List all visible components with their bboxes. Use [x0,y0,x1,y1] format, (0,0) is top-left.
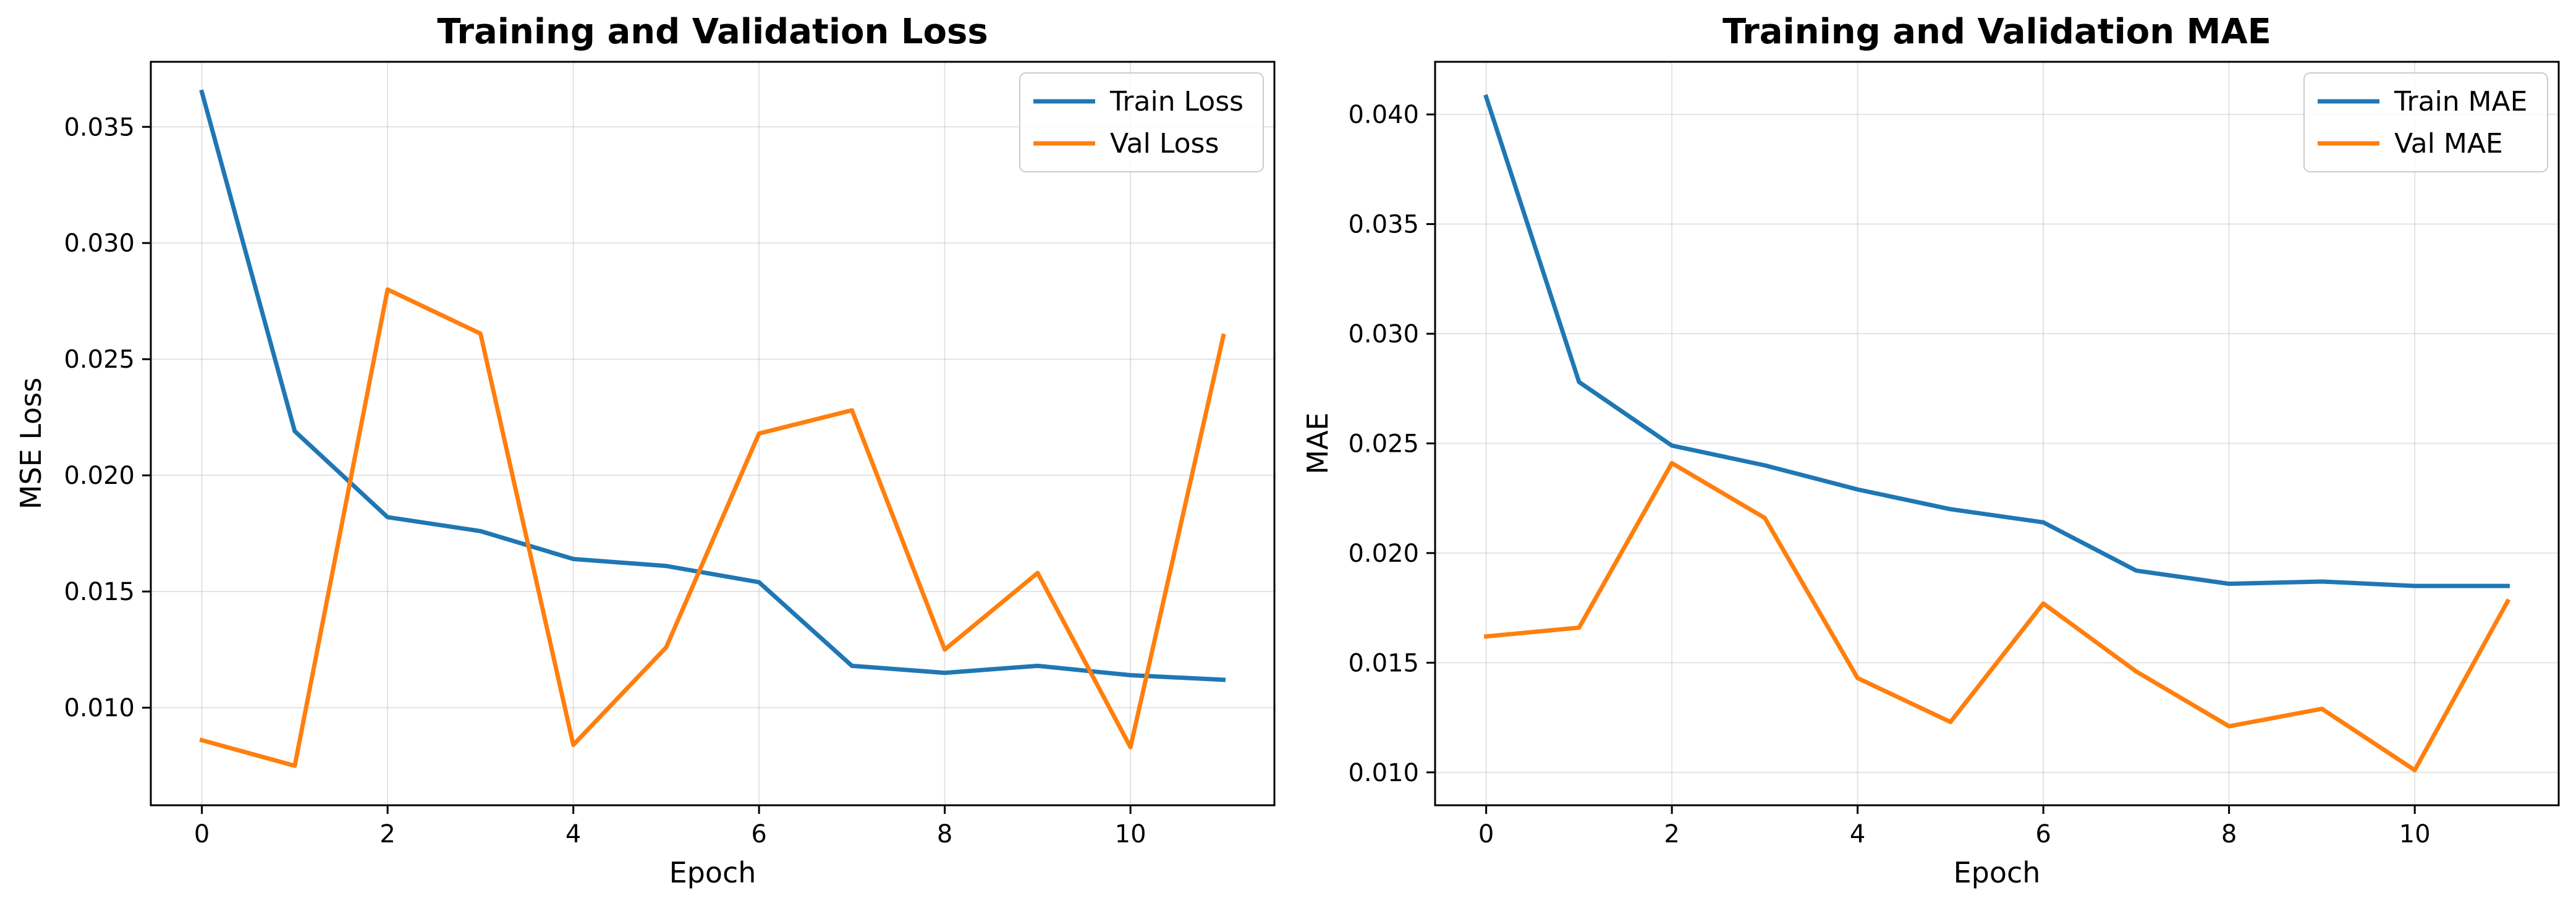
x-axis-label: Epoch [669,856,756,889]
legend-box [1019,72,1264,172]
x-tick-label: 2 [1664,820,1679,849]
x-tick-label: 0 [1478,820,1494,849]
plot-frame [150,61,1276,807]
x-tick-label: 0 [194,820,210,849]
legend-box [2303,72,2548,172]
y-tick-label: 0.015 [1348,649,1419,677]
y-tick-label: 0.020 [64,462,135,490]
legend-entry: Val MAE [2394,128,2503,159]
x-tick-label: 10 [2399,820,2431,849]
y-tick-label: 0.015 [64,578,135,606]
y-tick-label: 0.035 [64,113,135,142]
x-axis-label: Epoch [1954,856,2041,889]
y-axis-label: MSE Loss [14,378,48,509]
y-axis-label: MAE [1301,412,1334,474]
series-line-val-mae [1483,460,2511,773]
y-tick-label: 0.030 [64,229,135,258]
y-tick-label: 0.025 [64,345,135,374]
y-tick-label: 0.010 [1348,759,1419,787]
x-tick-label: 8 [2221,820,2237,849]
y-tick-label: 0.030 [1348,320,1419,349]
chart-panel-2: 0 2 4 6 8 10 0.010 0.015 0.020 0.025 0.030 0.035 0.0… [1301,12,2560,889]
chart-title: Training and Validation Loss [437,12,988,52]
plot-frame [1434,61,2560,807]
x-tick-label: 8 [937,820,952,849]
legend-entry: Train MAE [2394,86,2527,117]
y-tick-label: 0.035 [1348,211,1419,239]
legend: Train MAE Val MAE [2303,72,2548,172]
chart-title: Training and Validation MAE [1722,12,2271,52]
y-tick-label: 0.040 [1348,101,1419,129]
legend: Train Loss Val Loss [1019,72,1264,172]
legend-entry: Val Loss [1110,128,1219,159]
series-line-train-mae [1483,94,2510,588]
x-tick-label: 4 [1850,820,1865,849]
x-tick-label: 4 [566,820,581,849]
x-tick-label: 10 [1115,820,1146,849]
x-tick-label: 6 [2035,820,2051,849]
y-tick-label: 0.010 [64,694,135,722]
x-tick-label: 6 [751,820,766,849]
y-tick-label: 0.020 [1348,540,1419,568]
x-tick-label: 2 [379,820,395,849]
series-line-train-loss [199,89,1226,682]
chart-panel-1: 0 2 4 6 8 10 0.010 0.015 0.020 0.025 0.030 0.035 Tra… [14,12,1276,889]
legend-entry: Train Loss [1109,86,1244,117]
series-line-val-loss [199,287,1226,768]
y-tick-label: 0.025 [1348,430,1419,458]
